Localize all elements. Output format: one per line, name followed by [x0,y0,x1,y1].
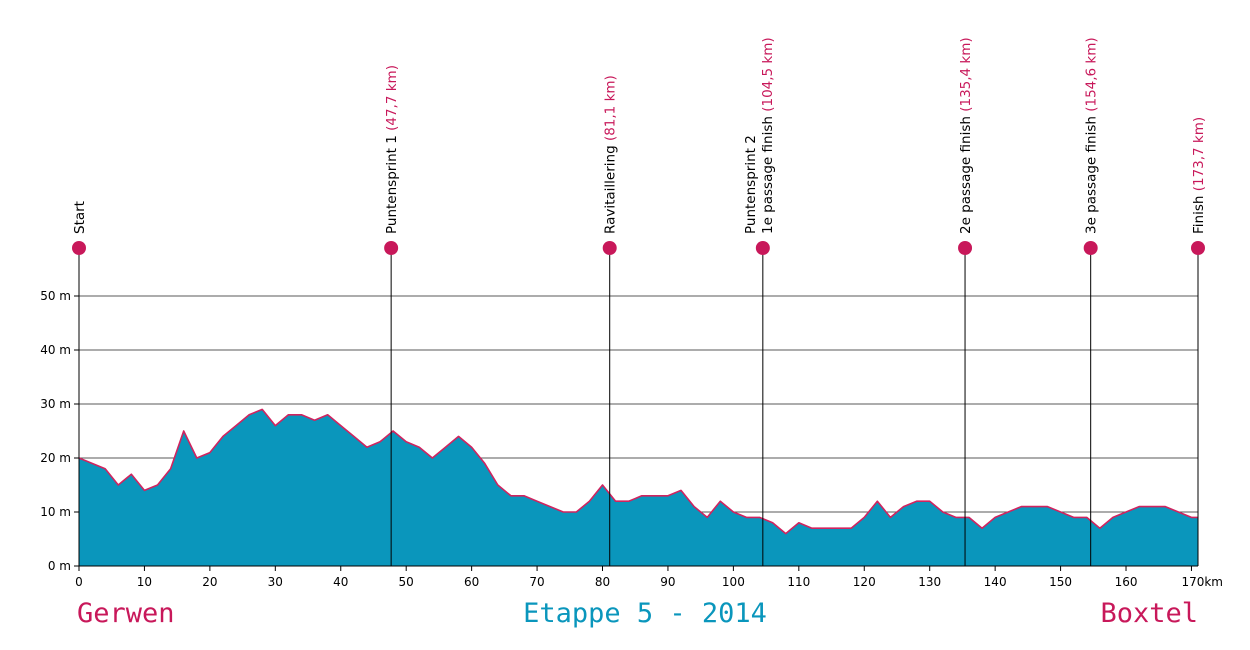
marker-dot-3 [755,241,770,255]
y-tick-label-30: 30 m [40,397,71,411]
x-tick-label-120: 120 [853,575,876,589]
x-tick-label-0: 0 [75,575,83,589]
elevation-area [78,408,1198,566]
marker-name-1: Puntensprint 1 [384,135,400,234]
marker-km-5: (154,6 km) [1084,37,1100,116]
axes: 0 m 10 m 20 m 30 m 40 m 50 m 0 10 20 30 40 50 60 70 80… [40,266,1223,589]
marker-label2-3: 1e passage finish (104,5 km) [760,37,776,234]
x-tick-label-40: 40 [333,575,348,589]
x-tick-label-100: 100 [722,575,745,589]
x-tick-label-10: 10 [137,575,152,589]
marker-label-6: Finish (173,7 km) [1191,117,1207,234]
marker-name-3: Puntensprint 2 [743,135,759,234]
marker-label-5: 3e passage finish (154,6 km) [1084,37,1100,234]
x-tick-label-110: 110 [787,575,810,589]
y-tick-label-50: 50 m [40,289,71,303]
elevation-line [78,408,1198,535]
marker-name-0: Start [72,201,88,234]
marker-km-1: (47,7 km) [384,65,400,135]
x-tick-label-50: 50 [399,575,414,589]
marker-label-0: Start [72,201,88,234]
marker-km-4: (135,4 km) [958,37,974,116]
chart-title: Etappe 5 - 2014 [523,598,767,629]
elevation-fill [79,409,1198,566]
finish-place-label: Boxtel [1100,598,1198,629]
marker-km-3: (104,5 km) [760,37,776,116]
marker-name-4: 2e passage finish [958,116,974,234]
start-place-label: Gerwen [77,598,175,629]
marker-name-6: Finish [1191,196,1207,234]
marker-label-2: Ravitaillering (81,1 km) [603,75,619,234]
x-tick-label-60: 60 [464,575,479,589]
marker-km-6: (173,7 km) [1191,117,1207,196]
y-tick-label-20: 20 m [40,451,71,465]
x-tick-label-170: 170km [1181,575,1223,589]
marker-dot-4 [958,241,973,255]
x-tick-label-130: 130 [918,575,941,589]
marker-label-4: 2e passage finish (135,4 km) [958,37,974,234]
marker-name-2: Ravitaillering [603,145,619,234]
x-tick-label-20: 20 [202,575,217,589]
route-markers: Start Puntensprint 1 (47,7 km) Ravitailler… [72,37,1207,566]
marker-label-1: Puntensprint 1 (47,7 km) [384,65,400,234]
marker-name-5: 3e passage finish [1084,116,1100,234]
marker-km-2: (81,1 km) [603,75,619,145]
marker-dot-0 [72,241,86,255]
y-tick-label-0: 0 m [48,559,71,573]
x-tick-label-70: 70 [529,575,544,589]
marker-dot-2 [602,241,617,255]
x-tick-label-80: 80 [595,575,610,589]
y-tick-label-40: 40 m [40,343,71,357]
x-tick-label-30: 30 [268,575,283,589]
x-tick-label-140: 140 [984,575,1007,589]
x-tick-label-90: 90 [660,575,675,589]
marker-dot-1 [384,241,399,255]
marker-name2-3: 1e passage finish [760,116,776,234]
y-tick-label-10: 10 m [40,505,71,519]
x-tick-label-150: 150 [1049,575,1072,589]
marker-label-3: Puntensprint 2 [743,135,759,234]
marker-dot-5 [1083,241,1098,255]
marker-dot-6 [1191,241,1205,255]
x-tick-label-160: 160 [1115,575,1138,589]
